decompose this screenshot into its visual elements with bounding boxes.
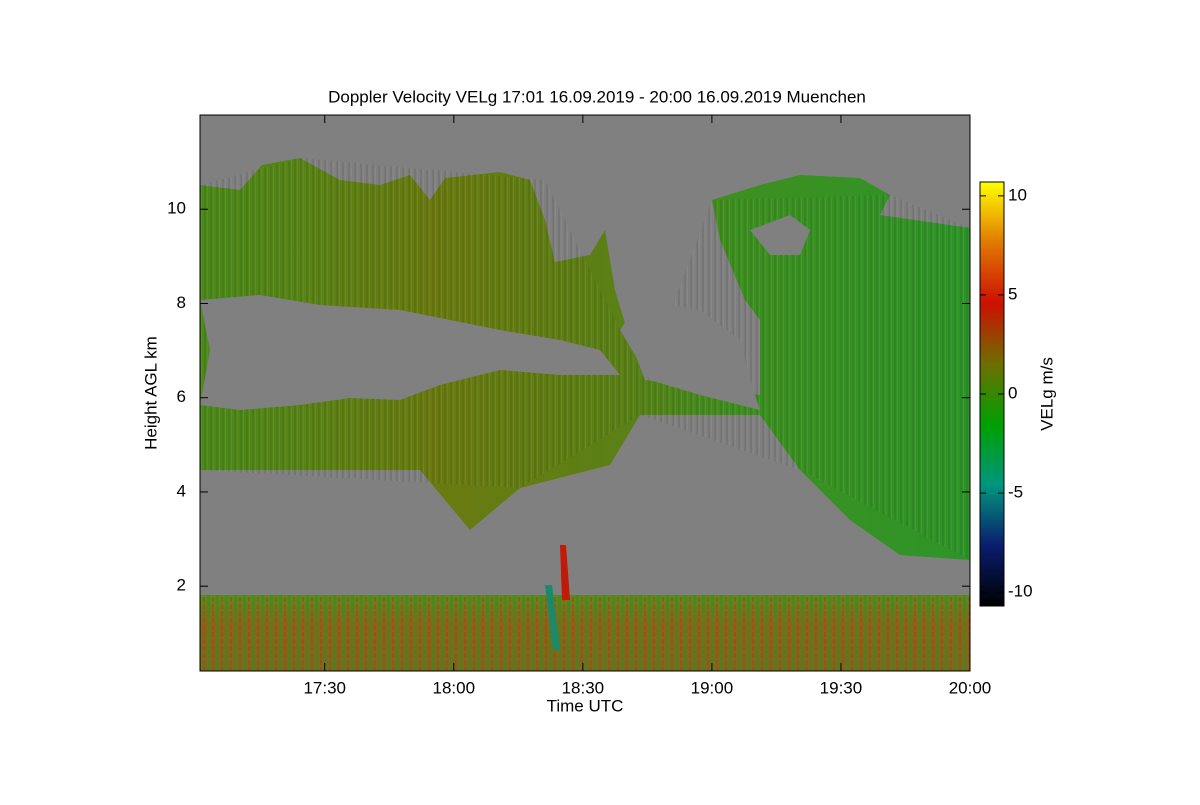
fall-streak [560,545,570,600]
y-tick-label: 8 [177,293,186,312]
y-tick-label: 2 [177,576,186,595]
x-tick-label: 19:00 [691,678,734,697]
clear-air [620,300,760,410]
y-tick-label: 10 [167,199,186,218]
boundary-layer-texture [200,595,970,671]
colorbar-tick-label: 0 [1008,383,1017,402]
y-axis-label: Height AGL km [141,336,160,450]
x-tick-label: 18:00 [433,678,476,697]
x-tick-label: 19:30 [820,678,863,697]
y-tick-label: 6 [177,387,186,406]
x-tick-label: 17:30 [303,678,346,697]
x-tick-label: 18:30 [562,678,605,697]
x-axis-label: Time UTC [547,696,624,715]
plot-frame [199,114,971,672]
echo-field [200,158,970,671]
fall-streak [545,585,560,650]
chart-title: Doppler Velocity VELg 17:01 16.09.2019 -… [328,87,866,106]
colorbar-tick-label: 10 [1008,185,1027,204]
colorbar-tick-label: -10 [1008,582,1033,601]
clear-air [750,215,810,255]
colorbar-label: VELg m/s [1037,357,1056,431]
y-tick-label: 4 [177,481,186,500]
colorbar-tick-label: 5 [1008,284,1017,303]
clear-air [200,295,620,410]
colorbar-tick-label: -5 [1008,483,1023,502]
x-tick-label: 20:00 [949,678,992,697]
